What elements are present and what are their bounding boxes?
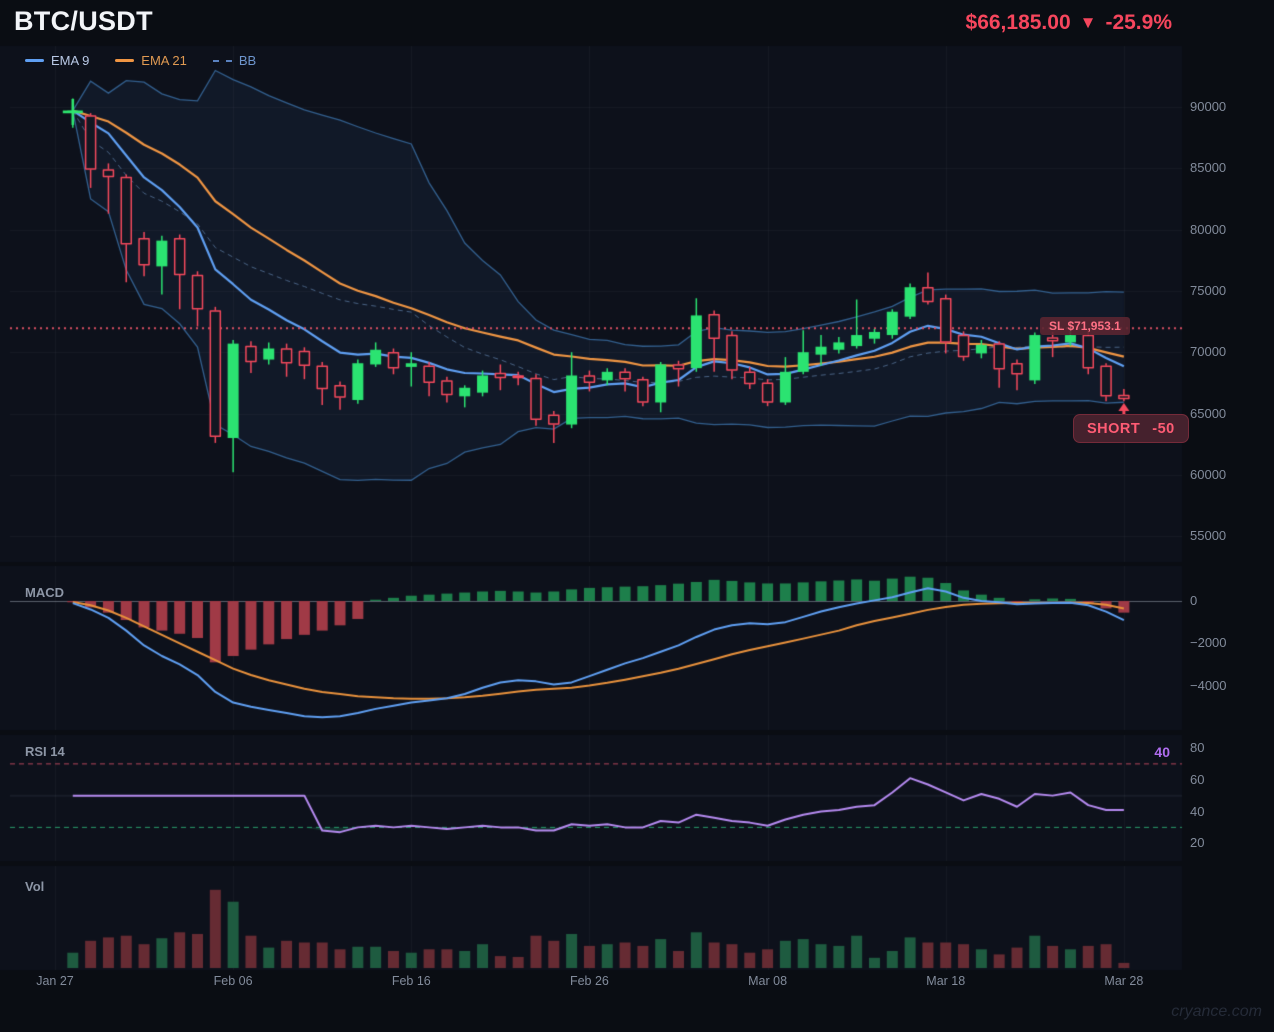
last-price: $66,185.00 bbox=[965, 11, 1071, 34]
short-position-pnl: -50 bbox=[1152, 420, 1175, 437]
indicator-legend: EMA 9 EMA 21 BB bbox=[25, 53, 256, 68]
macd-axis-label: −4000 bbox=[1190, 677, 1227, 693]
date-axis-label: Mar 08 bbox=[748, 974, 788, 988]
macd-panel-title: MACD bbox=[25, 585, 64, 600]
short-position-side: SHORT bbox=[1087, 420, 1141, 437]
price-axis-label: 70000 bbox=[1190, 344, 1227, 360]
price-axis-label: 75000 bbox=[1190, 282, 1227, 298]
watermark: cryance.com bbox=[1171, 1003, 1262, 1020]
macd-axis-label: 0 bbox=[1190, 593, 1198, 608]
date-axis-label: Feb 26 bbox=[569, 974, 609, 988]
rsi-axis-label: 40 bbox=[1190, 803, 1205, 819]
date-axis-label: Feb 16 bbox=[391, 974, 431, 988]
legend-ema21-label: EMA 21 bbox=[141, 53, 187, 68]
date-axis-label: Feb 06 bbox=[213, 974, 253, 988]
price-axis-label: 65000 bbox=[1190, 405, 1227, 421]
rsi-axis-label: 80 bbox=[1190, 740, 1205, 755]
date-axis-label: Jan 27 bbox=[36, 974, 74, 988]
price-axis-label: 55000 bbox=[1190, 528, 1227, 544]
short-position-badge[interactable]: SHORT -50 bbox=[1073, 414, 1189, 443]
bb-dashed-swatch-icon bbox=[212, 59, 232, 62]
rsi-axis-label: 20 bbox=[1190, 835, 1205, 851]
price-axis-label: 60000 bbox=[1190, 466, 1227, 482]
price-down-arrow-icon: ▼ bbox=[1079, 13, 1097, 32]
rsi-panel-title: RSI 14 bbox=[25, 744, 65, 759]
legend-ema9-label: EMA 9 bbox=[51, 53, 90, 68]
stop-loss-label[interactable]: SL $71,953.1 bbox=[1040, 317, 1130, 335]
legend-bb-label: BB bbox=[238, 53, 257, 68]
date-axis-label: Mar 28 bbox=[1104, 974, 1144, 988]
date-axis-label: Mar 18 bbox=[926, 974, 966, 988]
legend-item-bb[interactable]: BB bbox=[212, 53, 257, 68]
ema21-line-swatch-icon bbox=[115, 59, 135, 62]
price-block: $66,185.00 ▼ -25.9% bbox=[966, 11, 1172, 35]
macd-axis-label: −2000 bbox=[1190, 635, 1227, 651]
rsi-axis-label: 60 bbox=[1190, 771, 1205, 787]
ema9-line-swatch-icon bbox=[25, 59, 44, 62]
vol-panel-title: Vol bbox=[25, 879, 45, 894]
price-axis-label: 80000 bbox=[1190, 221, 1227, 237]
price-change-pct: -25.9% bbox=[1105, 11, 1172, 34]
legend-item-ema21[interactable]: EMA 21 bbox=[115, 53, 187, 68]
symbol-title: BTC/USDT bbox=[14, 6, 153, 36]
price-axis-label: 90000 bbox=[1190, 99, 1227, 114]
price-axis-label: 85000 bbox=[1190, 160, 1227, 176]
legend-item-ema9[interactable]: EMA 9 bbox=[25, 53, 89, 68]
rsi-current-value: 40 bbox=[1154, 744, 1170, 760]
